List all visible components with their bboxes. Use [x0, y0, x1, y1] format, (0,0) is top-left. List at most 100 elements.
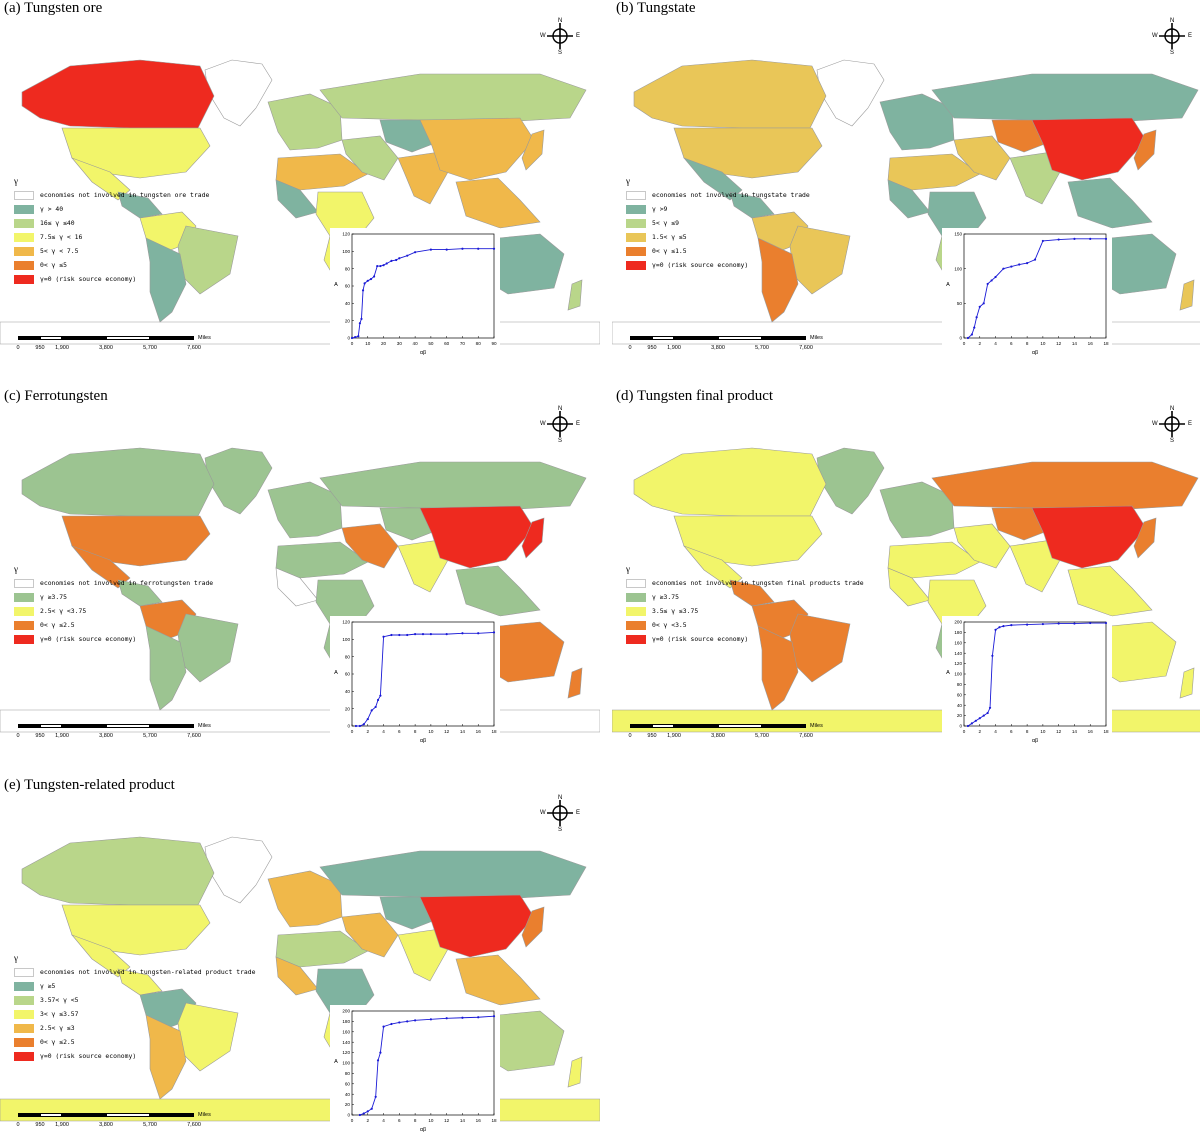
legend-item: 2.5< γ <3.75: [14, 604, 213, 618]
data-point: [379, 694, 382, 697]
x-tick-label: 6: [1010, 341, 1013, 346]
scale-tick-label: 7,600: [187, 733, 201, 739]
region-brazil: [177, 1002, 239, 1072]
y-tick-label: 20: [345, 318, 351, 323]
region-na-north: [21, 447, 215, 517]
region-china: [1031, 117, 1147, 181]
region-mideast: [341, 135, 399, 181]
legend-item: γ > 40: [14, 202, 209, 216]
data-point: [970, 722, 973, 725]
legend-swatch: [626, 260, 646, 270]
inset-chart-svg: 0 10 20 30 40 50 60 70 80 90 0 20 40 60 80 100 120 αβ A: [334, 232, 497, 356]
region-central-am: [117, 968, 163, 996]
data-point: [966, 336, 970, 340]
region-sa-south: [145, 625, 187, 711]
legend-label: 2.5< γ ≤3: [40, 1024, 75, 1032]
x-axis-label: αβ: [420, 350, 426, 356]
legend-swatch: [14, 218, 34, 228]
region-japan: [1133, 517, 1157, 559]
compass-s: S: [1170, 438, 1175, 444]
data-point: [376, 1059, 380, 1062]
data-point: [398, 257, 401, 260]
scale-unit: Miles: [198, 335, 211, 341]
y-tick-label: 40: [345, 301, 351, 306]
legend-label: 5< γ < 7.5: [40, 247, 79, 255]
legend-label: γ >9: [652, 205, 668, 213]
scale-segment: [18, 336, 40, 340]
scale-segment: [62, 724, 106, 728]
y-tick-label: 50: [957, 301, 963, 306]
y-tick-label: 20: [345, 1102, 351, 1107]
region-greenland: [204, 836, 273, 904]
region-russia: [319, 73, 587, 123]
scale-segment: [106, 336, 150, 340]
y-tick-label: 0: [347, 724, 350, 729]
legend-item: γ=0 (risk source economy): [14, 632, 213, 646]
data-point: [374, 1095, 377, 1098]
y-tick-label: 120: [954, 661, 962, 666]
y-tick-label: 100: [954, 672, 962, 677]
legend-item: 5< γ < 7.5: [14, 244, 209, 258]
inset-chart-svg: 0 2 4 6 8 10 12 14 16 18 0 20 40 60 80 100 120 αβ A: [334, 620, 497, 744]
x-tick-label: 4: [382, 729, 385, 734]
legend-swatch: [14, 606, 34, 616]
panel-title: (b) Tungstate: [616, 0, 696, 16]
scale-tick-label: 3,800: [711, 733, 725, 739]
scale-segment: [62, 1113, 106, 1117]
legend-label: 5< γ ≤9: [652, 219, 679, 227]
x-tick-label: 18: [491, 1118, 497, 1123]
compass-e: E: [576, 33, 581, 39]
data-point: [1073, 237, 1076, 240]
data-point: [461, 1016, 464, 1019]
legend-label: γ=0 (risk source economy): [40, 635, 137, 643]
y-tick-label: 60: [957, 692, 963, 697]
region-se-asia: [455, 565, 541, 617]
data-point: [477, 632, 480, 635]
data-point: [362, 723, 365, 726]
x-tick-label: 0: [351, 341, 354, 346]
region-china: [419, 117, 535, 181]
y-tick-label: 180: [342, 1019, 350, 1024]
x-tick-label: 10: [1040, 341, 1046, 346]
legend-item: γ=0 (risk source economy): [626, 258, 810, 272]
scale-segment: [106, 724, 150, 728]
data-point: [354, 336, 357, 339]
data-point: [994, 275, 997, 279]
region-nz: [567, 667, 583, 699]
x-tick-label: 0: [351, 729, 354, 734]
legend-label: 3.57< γ <5: [40, 996, 79, 1004]
region-central-am: [117, 191, 163, 219]
data-point: [982, 714, 985, 717]
legend-item: economies not involved in tungstate trad…: [626, 188, 810, 202]
scale-segment: [40, 724, 62, 728]
legend-swatch: [14, 620, 34, 630]
legend-label: economies not involved in tungsten ore t…: [40, 191, 210, 199]
y-tick-label: 60: [345, 1081, 351, 1086]
x-tick-label: 18: [1103, 729, 1109, 734]
compass-s: S: [558, 827, 563, 833]
compass-s: S: [558, 50, 563, 56]
compass-s: S: [558, 438, 563, 444]
scale-bar: 0 950 1,900 3,800 5,700 7,600 Miles: [628, 335, 840, 356]
scale-tick-label: 3,800: [711, 345, 725, 351]
x-tick-label: 18: [1103, 341, 1109, 346]
data-point: [978, 305, 981, 308]
plot-frame: [963, 621, 1107, 727]
legend-label: γ ≥3.75: [652, 593, 679, 601]
data-point: [445, 248, 448, 251]
scale-segment: [18, 724, 40, 728]
region-greenland: [204, 59, 273, 127]
data-point: [1033, 258, 1037, 261]
scale-segment: [652, 724, 674, 728]
data-point: [492, 631, 496, 634]
x-tick-label: 10: [428, 1118, 434, 1123]
data-point: [970, 333, 973, 336]
data-point: [1002, 267, 1005, 270]
world-map: [612, 447, 1200, 733]
data-point: [988, 706, 992, 709]
region-china: [1031, 505, 1147, 569]
legend-label: 0< γ ≤2.5: [40, 621, 75, 629]
